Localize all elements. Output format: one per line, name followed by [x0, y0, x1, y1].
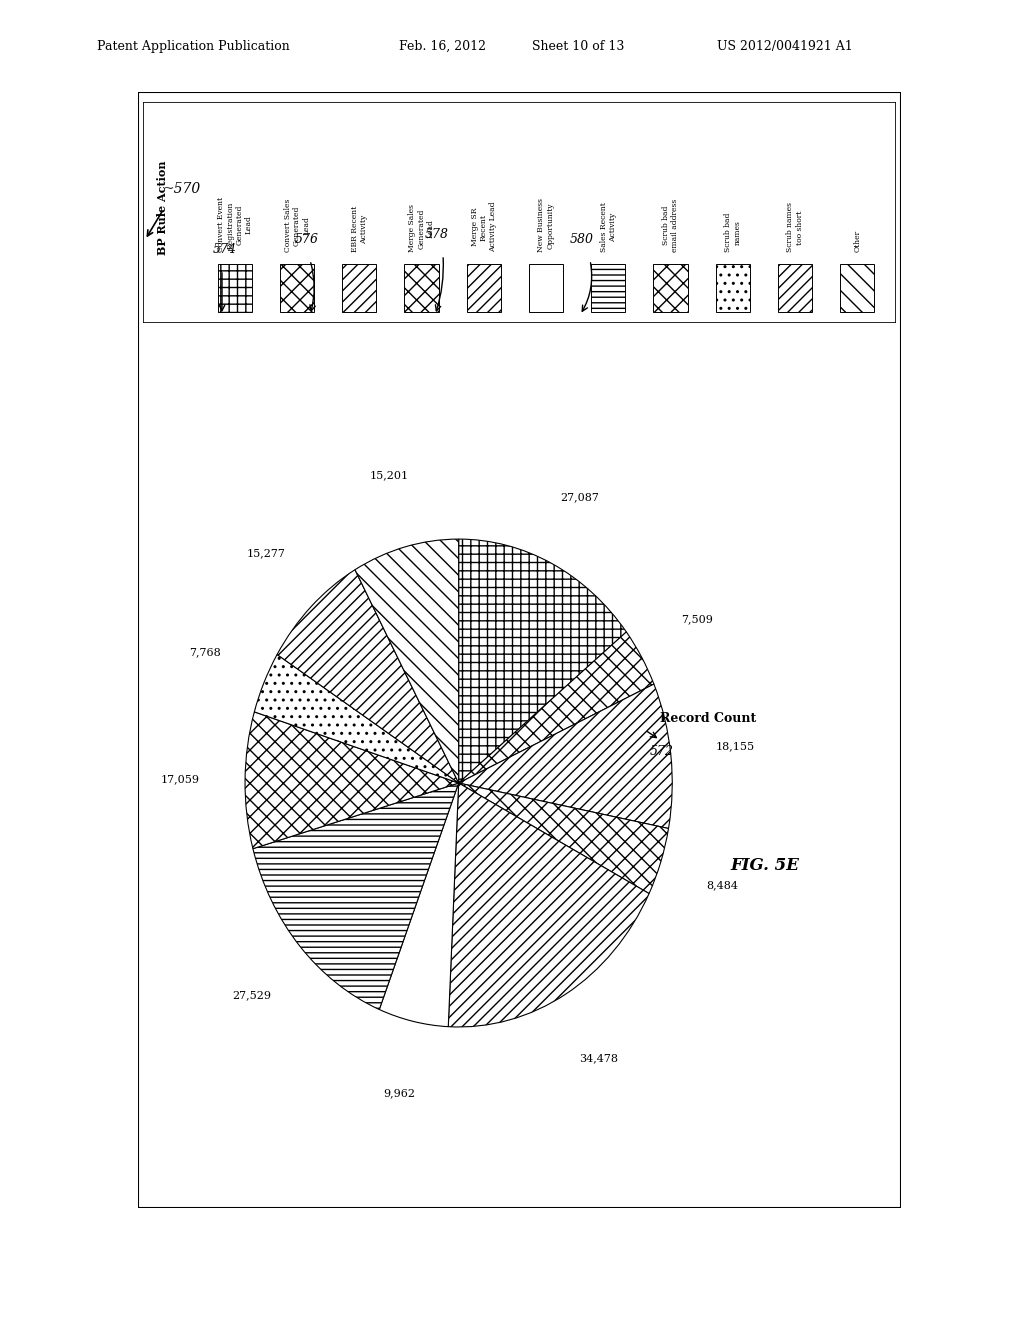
Text: EBR Recent
Activity: EBR Recent Activity: [350, 206, 368, 252]
Bar: [529, 264, 563, 313]
Text: BP Rule Action: BP Rule Action: [157, 161, 168, 255]
Wedge shape: [459, 684, 672, 829]
Text: Sales Recent
Activity: Sales Recent Activity: [600, 202, 616, 252]
Wedge shape: [459, 539, 627, 783]
Text: 572: 572: [650, 744, 674, 758]
Text: Patent Application Publication: Patent Application Publication: [97, 40, 290, 53]
Bar: [467, 264, 501, 313]
Text: 574: 574: [213, 243, 237, 256]
Bar: [404, 264, 438, 313]
Text: 580: 580: [570, 234, 594, 246]
Text: Record Count: Record Count: [660, 711, 757, 725]
Text: Scrub bad
email address: Scrub bad email address: [662, 199, 679, 252]
Text: FIG. 5E: FIG. 5E: [730, 857, 799, 874]
Bar: [716, 264, 750, 313]
Text: 17,059: 17,059: [161, 775, 200, 784]
Text: 7,768: 7,768: [189, 647, 221, 657]
Text: 18,155: 18,155: [716, 742, 755, 751]
Text: Sheet 10 of 13: Sheet 10 of 13: [532, 40, 625, 53]
Bar: [342, 264, 377, 313]
Bar: [653, 264, 688, 313]
Text: 9,962: 9,962: [383, 1089, 416, 1098]
Wedge shape: [254, 655, 459, 783]
Text: US 2012/0041921 A1: US 2012/0041921 A1: [717, 40, 853, 53]
Text: Other: Other: [853, 230, 861, 252]
Text: Feb. 16, 2012: Feb. 16, 2012: [399, 40, 486, 53]
Bar: [591, 264, 626, 313]
Wedge shape: [459, 783, 669, 894]
Text: 8,484: 8,484: [707, 880, 738, 891]
Bar: [841, 264, 874, 313]
Text: Scrub names
too short: Scrub names too short: [786, 202, 804, 252]
Wedge shape: [245, 711, 459, 849]
Wedge shape: [449, 783, 649, 1027]
Text: 27,087: 27,087: [561, 492, 600, 502]
Wedge shape: [355, 539, 459, 783]
Text: Scrub bad
names: Scrub bad names: [724, 213, 741, 252]
Text: 576: 576: [295, 234, 319, 246]
Text: Convert Sales
Generated
Lead: Convert Sales Generated Lead: [284, 199, 310, 252]
Text: Merge SR
Recent
Activity Lead: Merge SR Recent Activity Lead: [471, 202, 497, 252]
Text: 7,509: 7,509: [681, 614, 713, 624]
Wedge shape: [379, 783, 459, 1027]
Bar: [778, 264, 812, 313]
Wedge shape: [253, 783, 459, 1010]
Text: New Business
Opportunity: New Business Opportunity: [538, 198, 555, 252]
Text: 27,529: 27,529: [231, 990, 271, 1001]
Bar: [217, 264, 252, 313]
Text: 15,277: 15,277: [247, 548, 286, 558]
Wedge shape: [459, 632, 654, 783]
Text: 578: 578: [425, 228, 449, 242]
Text: 34,478: 34,478: [579, 1053, 617, 1063]
Text: Merge Sales
Generated
Lead: Merge Sales Generated Lead: [409, 205, 435, 252]
Text: Convert Event
Registration
Generated
Lead: Convert Event Registration Generated Lea…: [217, 197, 253, 252]
Bar: [280, 264, 314, 313]
Wedge shape: [278, 570, 459, 783]
Text: ~570: ~570: [163, 182, 202, 195]
Text: 15,201: 15,201: [370, 470, 409, 480]
